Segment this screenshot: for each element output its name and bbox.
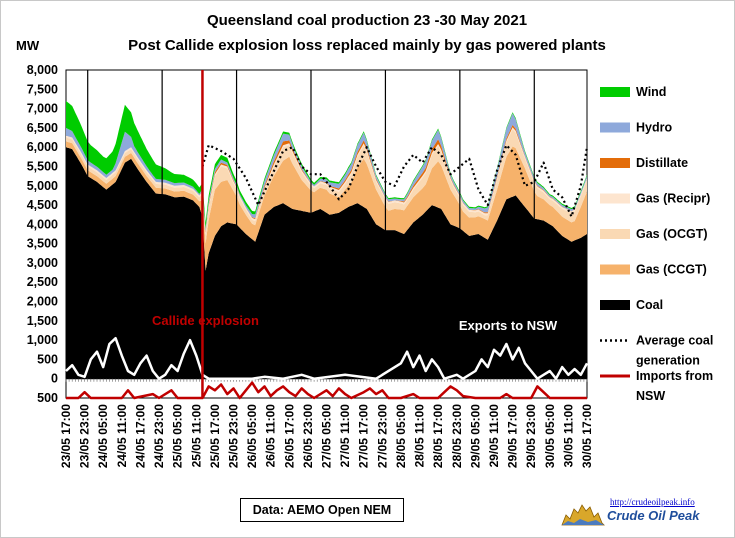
line-exports-to-nsw: [65, 336, 589, 380]
y-tick-label: 3,500: [27, 237, 58, 251]
x-tick-label: 24/05 23:00: [152, 404, 166, 468]
logo-name: Crude Oil Peak: [607, 508, 700, 523]
x-tick-label: 28/05 05:00: [394, 404, 408, 468]
y-tick-label: 5,500: [27, 159, 58, 173]
legend-swatch-hydro: [600, 122, 630, 133]
x-tick-label: 27/05 17:00: [357, 404, 371, 468]
x-tick-label: 29/05 23:00: [524, 404, 538, 468]
y-tick-label: 3,000: [27, 256, 58, 270]
y-tick-label: 5,000: [27, 179, 58, 193]
legend-swatch-distillate: [600, 158, 630, 168]
y-tick-label: 7,500: [27, 82, 58, 96]
area-coal: [66, 147, 587, 379]
legend-swatch-wind: [600, 87, 630, 97]
x-tick-label: 29/05 11:00: [487, 404, 501, 468]
y-tick-label: 4,500: [27, 198, 58, 212]
x-tick-label: 26/05 23:00: [301, 404, 315, 468]
legend-label-gas-ccgt-: Gas (CCGT): [636, 263, 707, 277]
y-tick-label: 2,000: [27, 295, 58, 309]
crude-oil-peak-logo[interactable]: http://crudeoilpeak.info Crude Oil Peak: [560, 496, 710, 528]
chart-subtitle: Post Callide explosion loss replaced mai…: [128, 37, 606, 54]
area-gas-ocgt-: [66, 129, 587, 244]
y-tick-label: 2,500: [27, 275, 58, 289]
x-tick-label: 30/05 17:00: [580, 404, 594, 468]
line-imports-from-nsw: [66, 381, 587, 400]
legend-label-wind: Wind: [636, 85, 666, 99]
x-tick-label: 26/05 11:00: [264, 404, 278, 468]
legend-label-average-coal-generation: Average coal generation: [636, 334, 713, 368]
y-axis-unit: MW: [16, 38, 40, 53]
oil-chart-logo-icon: [561, 504, 605, 526]
y-tick-label: 500: [37, 352, 58, 366]
x-tick-label: 24/05 05:00: [96, 404, 110, 468]
y-tick-label: 500: [37, 391, 58, 405]
x-tick-label: 26/05 05:00: [245, 404, 259, 468]
y-tick-label: 1,000: [27, 333, 58, 347]
y-tick-label: 8,000: [27, 63, 58, 77]
y-tick-label: 6,000: [27, 140, 58, 154]
x-tick-label: 28/05 23:00: [450, 404, 464, 468]
y-tick-label: 0: [51, 372, 58, 386]
x-tick-label: 25/05 17:00: [208, 404, 222, 468]
legend-swatch-coal: [600, 300, 630, 310]
data-source-label: Data: AEMO Open NEM: [240, 498, 404, 522]
x-tick-label: 27/05 23:00: [375, 404, 389, 468]
legend-swatch-gas-recipr-: [600, 193, 630, 204]
y-tick-label: 1,500: [27, 314, 58, 328]
exports-to-nsw-annotation: Exports to NSW: [459, 318, 558, 333]
area-gas-ccgt-: [66, 141, 587, 271]
legend-swatch-gas-ocgt-: [600, 229, 630, 239]
x-tick-label: 25/05 11:00: [189, 404, 203, 468]
legend-label-hydro: Hydro: [636, 121, 672, 135]
x-tick-label: 24/05 17:00: [133, 404, 147, 468]
x-tick-label: 30/05 05:00: [543, 404, 557, 468]
y-tick-label: 4,000: [27, 217, 58, 231]
x-tick-label: 26/05 17:00: [282, 404, 296, 468]
logo-url[interactable]: http://crudeoilpeak.info: [610, 497, 695, 507]
x-tick-label: 28/05 17:00: [431, 404, 445, 468]
legend-label-imports-from-nsw: Imports from NSW: [636, 369, 713, 403]
x-tick-label: 30/05 11:00: [561, 404, 575, 468]
x-tick-label: 23/05 17:00: [59, 404, 73, 468]
chart-title: Queensland coal production 23 -30 May 20…: [207, 12, 527, 29]
x-tick-label: 27/05 11:00: [338, 404, 352, 468]
legend-label-distillate: Distillate: [636, 156, 688, 170]
legend-label-gas-ocgt-: Gas (OCGT): [636, 227, 708, 241]
y-tick-label: 6,500: [27, 121, 58, 135]
callide-explosion-annotation: Callide explosion: [152, 313, 259, 328]
x-tick-label: 27/05 05:00: [320, 404, 334, 468]
legend-swatch-gas-ccgt-: [600, 264, 630, 275]
y-tick-label: 7,000: [27, 102, 58, 116]
x-tick-label: 28/05 11:00: [413, 404, 427, 468]
x-tick-label: 24/05 11:00: [115, 404, 129, 468]
legend-label-coal: Coal: [636, 298, 663, 312]
x-tick-label: 29/05 05:00: [468, 404, 482, 468]
x-tick-label: 29/05 17:00: [506, 404, 520, 468]
legend-label-gas-recipr-: Gas (Recipr): [636, 192, 710, 206]
x-tick-label: 25/05 23:00: [226, 404, 240, 468]
x-tick-label: 25/05 05:00: [171, 404, 185, 468]
x-tick-label: 23/05 23:00: [78, 404, 92, 468]
